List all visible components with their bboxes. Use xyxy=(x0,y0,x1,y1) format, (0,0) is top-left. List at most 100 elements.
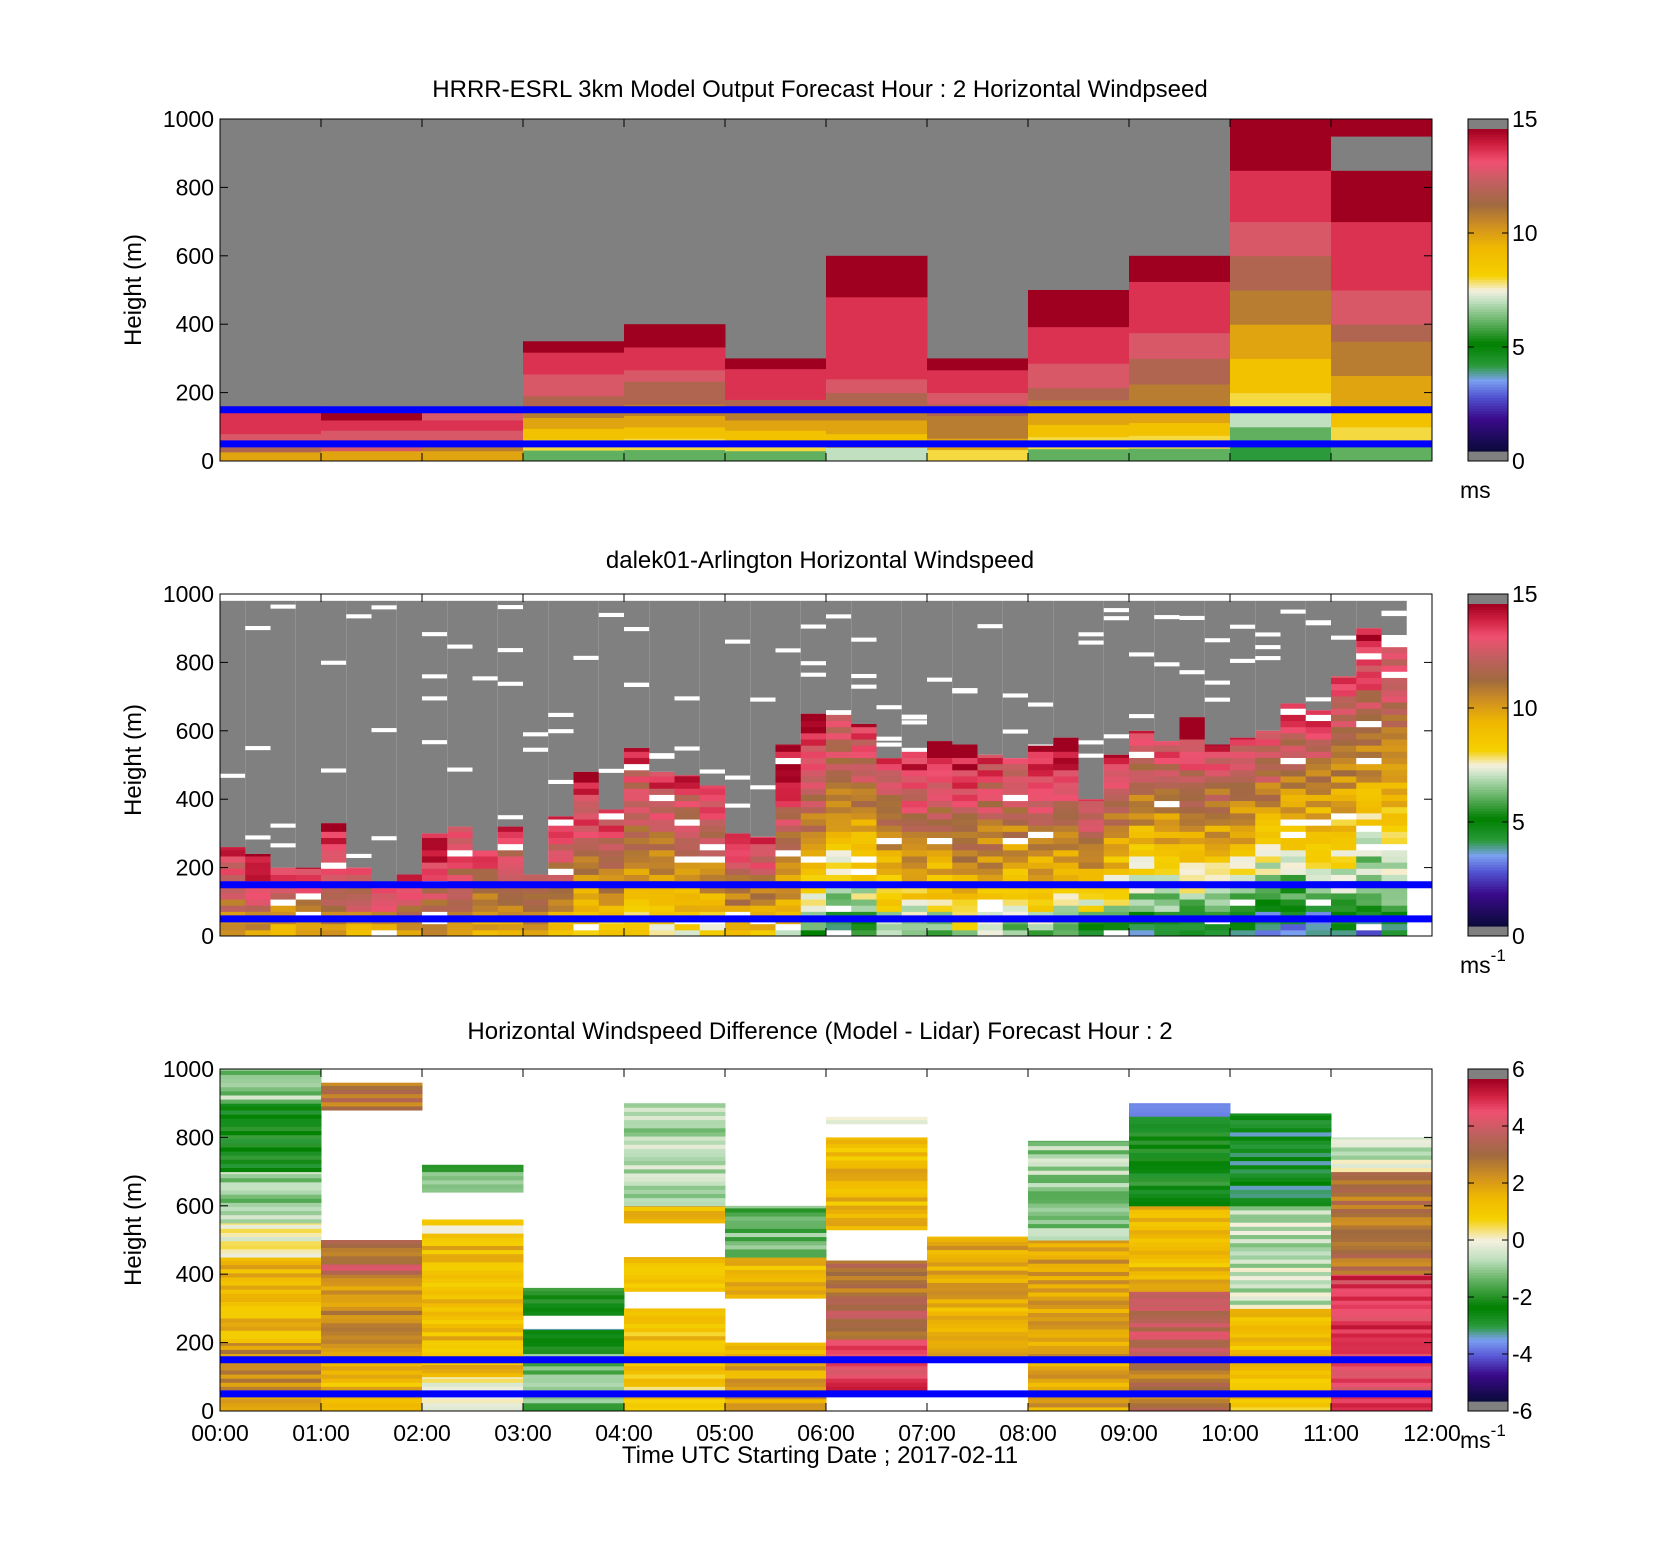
lidar-cell xyxy=(548,843,574,851)
difference-cell xyxy=(624,1402,726,1408)
lidar-cell xyxy=(1204,855,1231,863)
lidar-cell xyxy=(826,929,852,937)
lidar-cell xyxy=(598,868,625,875)
lidar-cell xyxy=(1204,868,1231,875)
lidar-cell xyxy=(624,923,650,931)
lidar-cell xyxy=(1331,905,1357,912)
lidar-cell xyxy=(1053,905,1079,912)
colorbar-band xyxy=(1468,1347,1508,1351)
lidar-cell xyxy=(1028,862,1054,869)
colorbar-band xyxy=(1468,381,1508,385)
lidar-cell xyxy=(1331,886,1357,894)
model-cell xyxy=(523,428,625,440)
model-cell xyxy=(1028,338,1130,352)
lidar-cell xyxy=(1179,800,1206,808)
difference-cell xyxy=(1028,1382,1130,1387)
difference-cell xyxy=(1028,1308,1130,1314)
colorbar-band xyxy=(1468,620,1508,624)
lidar-gap xyxy=(977,624,1003,629)
difference-cell xyxy=(1129,1116,1231,1121)
lidar-cell xyxy=(1179,874,1206,882)
lidar-cell xyxy=(1381,640,1408,648)
colorbar-band xyxy=(1468,848,1508,852)
lidar-cell xyxy=(1103,769,1130,777)
colorbar-band xyxy=(1468,1384,1508,1389)
difference-cell xyxy=(927,1237,1029,1242)
lidar-cell xyxy=(977,923,1004,931)
lidar-cell xyxy=(800,739,827,746)
lidar-gap xyxy=(901,714,927,719)
lidar-cell xyxy=(1255,757,1281,765)
difference-cell xyxy=(220,1206,322,1212)
colorbar-band xyxy=(1468,856,1508,860)
lidar-cell xyxy=(624,751,650,758)
lidar-cell xyxy=(1154,769,1180,777)
colorbar-band xyxy=(1468,915,1508,919)
difference-cell xyxy=(321,1351,423,1357)
difference-cell xyxy=(422,1311,524,1316)
lidar-cell xyxy=(1230,843,1256,851)
difference-cell xyxy=(1129,1221,1231,1227)
lidar-cell xyxy=(1179,763,1206,771)
lidar-gap xyxy=(750,697,776,702)
difference-cell xyxy=(1331,1196,1433,1201)
colorbar-band xyxy=(1468,813,1508,817)
difference-cell xyxy=(220,1289,322,1294)
difference-cell xyxy=(1230,1119,1332,1125)
colorbar-band xyxy=(1468,1089,1508,1094)
lidar-cell xyxy=(598,905,625,912)
colorbar-band xyxy=(1468,738,1508,742)
difference-cell xyxy=(624,1123,726,1129)
lidar-cell xyxy=(573,806,600,814)
lidar-cell xyxy=(1280,775,1307,783)
lidar-cell xyxy=(497,886,524,894)
lidar-gap xyxy=(548,779,574,785)
lidar-cell xyxy=(977,843,1004,851)
lidar-cell xyxy=(1078,874,1105,882)
lidar-cell xyxy=(1331,695,1357,703)
lidar-cell xyxy=(1078,849,1105,857)
lidar-cell xyxy=(1053,775,1079,783)
lidar-cell xyxy=(826,837,852,845)
lidar-cell xyxy=(1002,788,1029,795)
lidar-cell xyxy=(270,867,297,869)
lidar-cell xyxy=(1028,745,1054,752)
colorbar-band xyxy=(1468,665,1508,669)
lidar-cell xyxy=(295,886,322,894)
lidar-cell xyxy=(1179,775,1206,783)
lidar-cell xyxy=(1331,689,1357,697)
difference-cell xyxy=(1129,1365,1231,1371)
lidar-cell xyxy=(346,892,372,900)
colorbar-band xyxy=(1468,426,1508,431)
colorbar-band xyxy=(1468,281,1508,286)
difference-cell xyxy=(1230,1324,1332,1330)
lidar-gap xyxy=(826,614,852,619)
lidar-cell xyxy=(977,929,1004,937)
lidar-cell xyxy=(598,819,625,826)
lidar-cell xyxy=(750,849,776,857)
difference-cell xyxy=(1230,1205,1332,1211)
model-cell xyxy=(1331,255,1433,274)
lidar-cell xyxy=(295,868,322,875)
lidar-cell xyxy=(1381,886,1408,894)
lidar-cell xyxy=(952,929,978,937)
difference-cell xyxy=(826,1151,928,1157)
colorbar-band xyxy=(1468,923,1508,927)
lidar-cell xyxy=(220,862,246,869)
difference-cell xyxy=(826,1147,928,1153)
colorbar-band xyxy=(1468,740,1508,745)
difference-cell xyxy=(725,1207,827,1213)
difference-cell xyxy=(422,1327,524,1333)
lidar-cell xyxy=(548,855,574,863)
lidar-cell xyxy=(1305,720,1332,728)
colorbar-band xyxy=(1468,1186,1508,1190)
lidar-cell xyxy=(321,899,347,906)
difference-cell xyxy=(624,1343,726,1349)
difference-cell xyxy=(927,1335,1029,1341)
difference-cell xyxy=(826,1137,928,1140)
difference-cell xyxy=(220,1155,322,1160)
lidar-cell xyxy=(624,788,650,795)
lidar-cell xyxy=(1230,825,1256,832)
colorbar-band xyxy=(1468,1242,1508,1246)
difference-cell xyxy=(321,1330,423,1336)
